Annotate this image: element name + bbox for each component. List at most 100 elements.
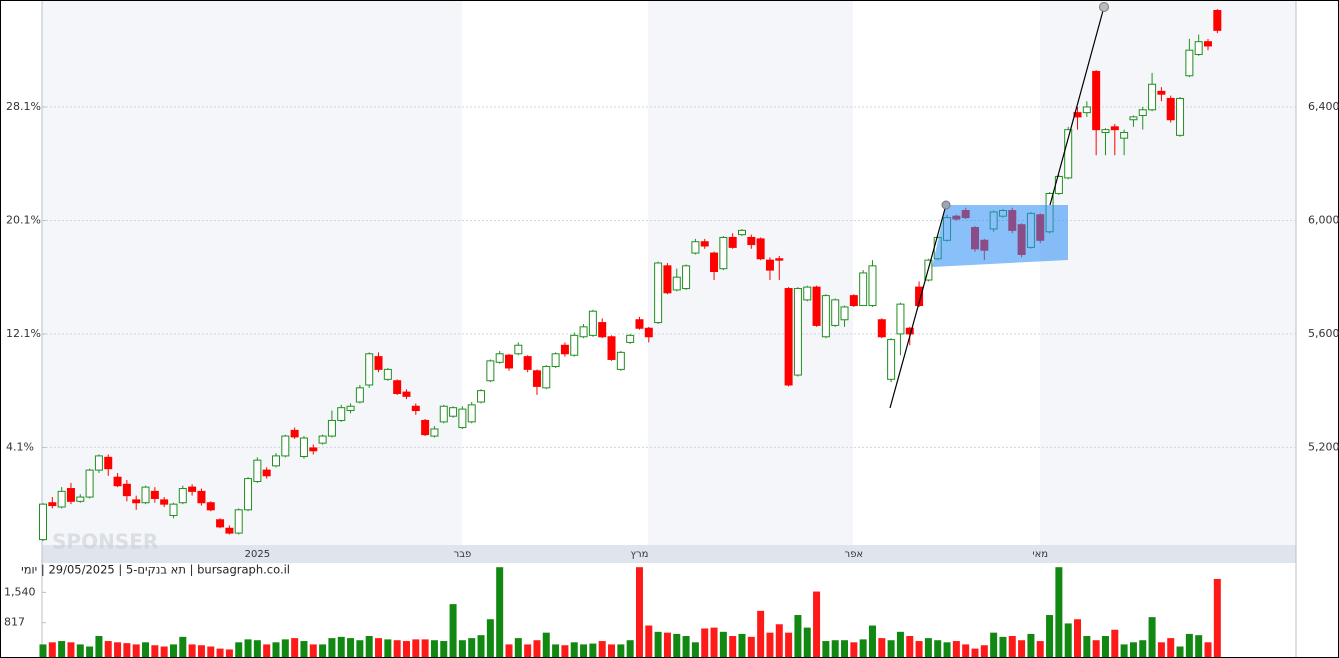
volume-bar [766,632,774,657]
candle-body [719,236,728,270]
volume-bar [95,636,103,657]
volume-bar [1157,642,1165,657]
volume-bar [654,631,662,657]
candle-body [188,486,197,492]
candle-body [1185,49,1194,77]
volume-bar [123,643,131,657]
volume-bar [1129,642,1137,657]
volume-bar [980,645,988,657]
candle-body [393,380,402,395]
volume-bar [1008,636,1016,657]
volume-bar [868,625,876,657]
volume-bar [319,644,327,657]
volume-bar [1036,641,1044,657]
volume-bar [309,644,317,657]
candle-body [495,353,504,363]
candle-body [253,459,262,482]
candle-body [374,356,383,370]
candle-body [383,368,392,380]
candle-body [1054,175,1063,194]
candle-body [1129,116,1138,121]
candle-body [868,265,877,307]
volume-bar [1167,638,1175,657]
candle-body [272,455,280,467]
candle-body [244,478,253,511]
volume-bar [67,642,75,657]
volume-bar [906,636,914,657]
candle-body [598,322,607,338]
volume-bar [1055,567,1063,657]
chart-title: bursagraph.co.il | תא בנקים-5 | 29/05/20… [21,563,290,577]
volume-bar [785,632,793,657]
volume-bar [673,633,681,657]
volume-bar [1101,636,1109,657]
volume-bar [803,627,811,657]
volume-bar [486,619,494,657]
volume-bar [552,644,560,657]
candle-body [728,236,737,248]
candle-body [803,286,812,301]
trend-line [1049,6,1105,206]
volume-bar [328,638,336,657]
candle-body [849,295,858,307]
volume-bar [896,631,904,657]
volume-bar [775,624,783,657]
volume-bar [412,639,420,657]
candle-body [346,405,355,412]
volume-bar [850,642,858,657]
volume-bar [142,642,150,657]
candle-body [542,366,551,389]
volume-bar [1092,640,1100,657]
candle-body [1204,41,1212,47]
volume-bar [915,641,923,657]
candle-body [1166,97,1175,121]
candle-body [402,391,411,397]
candle-body [691,241,700,254]
volume-bar [757,610,765,657]
candle-body [458,408,467,429]
volume-bar [859,639,867,657]
volume-bar [356,640,364,657]
volume-bar [645,625,653,657]
volume-bar [971,648,979,657]
candle-body [1101,129,1110,133]
candle-body [290,429,299,438]
candle-body [1148,83,1157,111]
volume-bar [300,641,308,657]
candle-body [700,241,709,247]
volume-bar [682,636,690,657]
candle-body [588,310,597,336]
candle-body [812,286,821,326]
volume-bar [291,638,299,657]
x-tick-label: פבר [454,549,472,560]
volume-bar [878,638,886,657]
volume-bar [691,642,699,657]
candle-body [141,486,150,504]
candle-body [840,306,849,321]
volume-bar [570,642,578,657]
y2-tick-label: 4.1% [6,441,34,454]
candle-body [477,390,486,403]
candle-body [1120,131,1129,139]
volume-bar [393,640,401,657]
volume-bar [719,631,727,657]
volume-bar [347,638,355,657]
candle-body [607,336,616,360]
volume-bar [822,641,830,657]
volume-bar [729,636,737,657]
candle-body [430,428,439,437]
volume-bar [1083,636,1091,657]
candle-body [887,339,896,380]
volume-bar [505,644,513,657]
candle-body [439,405,448,423]
volume-bar [169,644,177,657]
candle-body [1110,126,1119,131]
volume-bar [934,640,942,657]
candle-body [1064,129,1073,179]
candle-body [318,435,327,444]
volume-bar [635,567,643,657]
candle-body [1092,70,1101,131]
pattern-overlay [889,2,1109,409]
candle-body [234,509,243,534]
